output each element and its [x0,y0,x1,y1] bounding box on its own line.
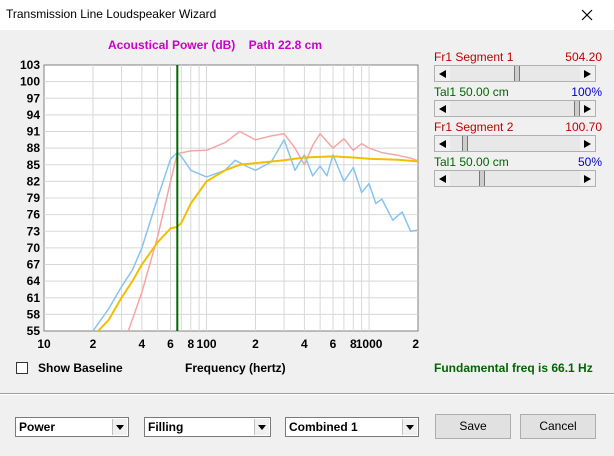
y-tick-label: 61 [27,291,41,305]
chevron-down-icon[interactable] [112,419,127,435]
combination-select-value: Combined 1 [289,420,358,434]
x-tick-label: 4 [301,337,308,350]
x-tick-label: 2 [412,337,419,350]
segment-label: Fr1 Segment 2 [434,120,514,134]
combination-select[interactable]: Combined 1 [285,417,419,437]
y-tick-label: 58 [27,307,41,321]
x-tick-label: 1000 [356,337,383,350]
cancel-button[interactable]: Cancel [520,414,596,439]
segment-row-3: Fr1 Segment 2 100.70 [434,120,602,135]
y-tick-label: 67 [27,258,41,272]
power-curve-blue [92,139,418,331]
y-tick-label: 76 [27,208,41,222]
scroll-left-icon[interactable] [435,171,450,186]
window-title: Transmission Line Loudspeaker Wizard [6,7,217,21]
x-tick-label: 10 [37,337,51,350]
segment-value: 100.70 [565,120,602,134]
y-tick-label: 94 [27,108,41,122]
segment-value: 504.20 [565,50,602,64]
slider-thumb[interactable] [462,136,469,151]
scroll-left-icon[interactable] [435,101,450,116]
x-tick-label: 4 [139,337,146,350]
chevron-down-icon[interactable] [254,419,269,435]
y-tick-label: 88 [27,141,41,155]
segment-slider-4[interactable] [434,170,596,187]
filling-select[interactable]: Filling [144,417,271,437]
scroll-right-icon[interactable] [580,136,595,151]
y-tick-label: 100 [20,75,40,89]
frequency-axis-label: Frequency (hertz) [185,361,286,375]
divider [0,393,614,395]
save-button[interactable]: Save [435,414,511,439]
y-tick-label: 103 [20,58,40,72]
y-tick-label: 85 [27,158,41,172]
chart-title: Acoustical Power (dB) Path 22.8 cm [0,38,430,52]
segment-label: Tal1 50.00 cm [434,85,509,99]
segment-row-4: Tal1 50.00 cm 50% [434,155,602,170]
x-tick-label: 2 [252,337,259,350]
show-baseline-option[interactable]: Show Baseline [16,361,123,375]
fundamental-frequency-text: Fundamental freq is 66.1 Hz [434,361,593,375]
y-tick-label: 97 [27,91,41,105]
segment-panel: Fr1 Segment 1 504.20 Tal1 50.00 cm 100% Fr1 … [434,50,602,190]
segment-label: Tal1 50.00 cm [434,155,509,169]
chart-title-right: Path 22.8 cm [248,38,323,52]
close-button[interactable] [560,0,614,30]
segment-slider-2[interactable] [434,100,596,117]
title-bar: Transmission Line Loudspeaker Wizard [0,0,614,30]
segment-slider-3[interactable] [434,135,596,152]
segment-slider-1[interactable] [434,65,596,82]
x-tick-label: 8 [187,337,194,350]
y-tick-label: 79 [27,191,41,205]
chart-title-left: Acoustical Power (dB) [107,38,236,52]
scroll-right-icon[interactable] [580,66,595,81]
segment-row-1: Fr1 Segment 1 504.20 [434,50,602,65]
slider-thumb[interactable] [478,171,485,186]
chevron-down-icon[interactable] [402,419,417,435]
segment-row-2: Tal1 50.00 cm 100% [434,85,602,100]
y-tick-label: 82 [27,174,41,188]
y-tick-label: 91 [27,125,41,139]
scroll-left-icon[interactable] [435,66,450,81]
scroll-right-icon[interactable] [580,101,595,116]
power-curve-yellow [96,155,418,331]
scroll-right-icon[interactable] [580,171,595,186]
segment-value: 50% [577,155,602,169]
x-tick-label: 100 [197,337,217,350]
x-tick-label: 2 [90,337,97,350]
segment-label: Fr1 Segment 1 [434,50,514,64]
y-tick-label: 70 [27,241,41,255]
mode-select-value: Power [19,420,56,434]
mode-select[interactable]: Power [15,417,129,437]
y-tick-label: 55 [27,324,41,338]
y-tick-label: 73 [27,224,41,238]
filling-select-value: Filling [148,420,184,434]
show-baseline-checkbox[interactable] [16,362,28,374]
scroll-left-icon[interactable] [435,136,450,151]
response-chart: Acoustical Power (dB) Path 22.8 cm 103 10… [0,30,430,350]
x-tick-label: 6 [167,337,174,350]
y-tick-label: 64 [27,274,41,288]
segment-value: 100% [571,85,602,99]
x-tick-label: 8 [350,337,357,350]
x-tick-label: 6 [330,337,337,350]
slider-thumb[interactable] [574,101,580,116]
slider-thumb[interactable] [514,66,521,81]
close-icon [581,9,593,21]
show-baseline-label: Show Baseline [38,361,123,375]
